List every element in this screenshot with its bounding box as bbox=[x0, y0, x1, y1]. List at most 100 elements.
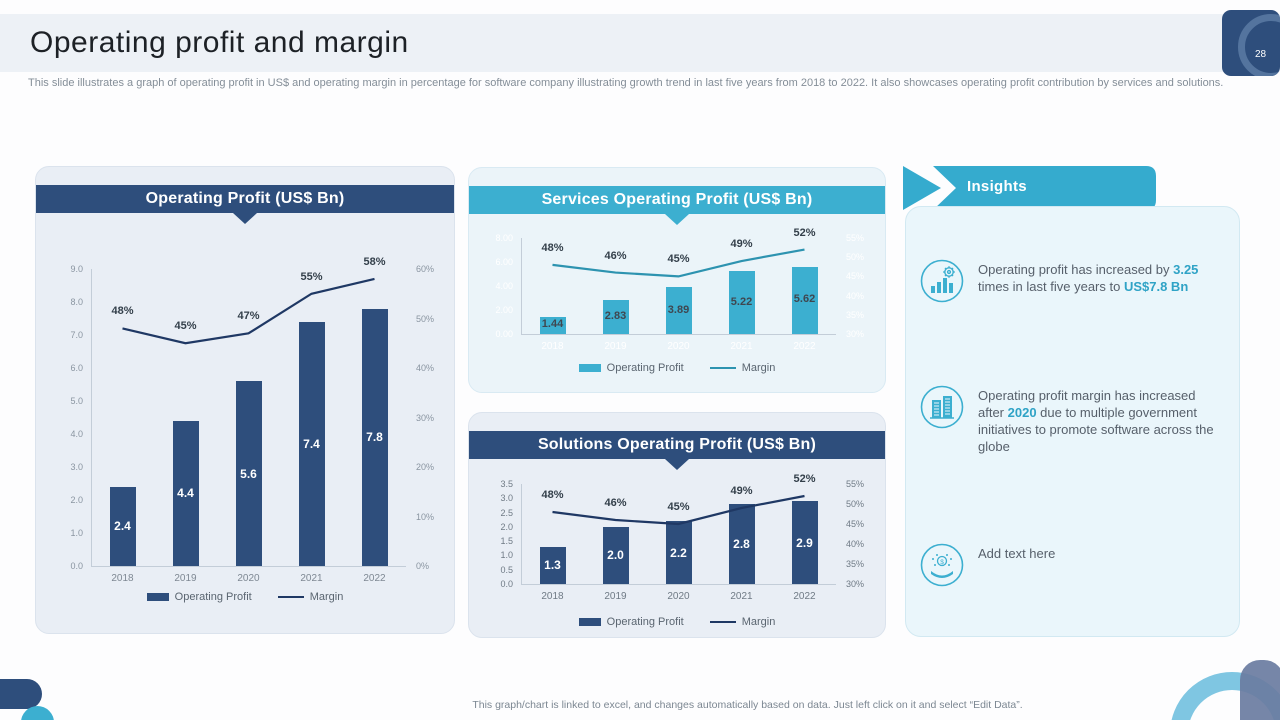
x-axis-label: 2020 bbox=[237, 573, 260, 584]
legend-bar-swatch bbox=[578, 618, 601, 626]
bar-2021[interactable] bbox=[298, 321, 325, 566]
slide-subtitle: This slide illustrates a graph of operat… bbox=[28, 77, 1224, 89]
bar-value-label: 2.2 bbox=[670, 545, 687, 560]
bar-2021[interactable] bbox=[728, 271, 755, 334]
page-number-ring-decoration bbox=[1238, 14, 1280, 76]
banner-pointer-triangle bbox=[665, 459, 689, 470]
insight-item-add-text[interactable]: $ Add text here bbox=[920, 543, 1220, 587]
operating-profit-chart[interactable]: 9.0 8.0 7.0 6.0 5.0 4.0 3.0 2.0 1.0 0.0 60% 50% 40% 3… bbox=[36, 167, 454, 633]
left-axis-tick: 3.0 bbox=[500, 493, 513, 504]
left-axis-tick: 4.0 bbox=[70, 429, 83, 439]
decorative-capsule-bottom-right bbox=[1240, 660, 1280, 720]
bar-2019[interactable] bbox=[172, 420, 199, 566]
bar-value-label: 2.9 bbox=[796, 535, 813, 550]
margin-line[interactable] bbox=[469, 413, 876, 588]
left-axis-tick: 8.0 bbox=[70, 297, 83, 307]
chart-legend: Operating Profit Margin bbox=[469, 362, 885, 374]
bar-2022[interactable] bbox=[361, 308, 388, 566]
solutions-operating-profit-chart[interactable]: 3.5 3.0 2.5 2.0 1.5 1.0 0.5 0.0 55% 50% 45% 40% 35% 3… bbox=[469, 413, 885, 637]
margin-percent-label: 58% bbox=[363, 255, 386, 268]
insights-title: Insights bbox=[967, 178, 1027, 195]
services-operating-profit-chart[interactable]: 8.00 6.00 4.00 2.00 0.00 55% 50% 45% 40% 35% 30% 1.… bbox=[469, 168, 885, 392]
x-axis-label: 2018 bbox=[111, 573, 134, 584]
insights-banner-shape bbox=[903, 166, 1156, 210]
left-axis-tick: 9.0 bbox=[70, 264, 83, 274]
x-axis-label: 2019 bbox=[604, 341, 627, 352]
x-axis-label: 2022 bbox=[363, 573, 386, 584]
legend-bar-swatch bbox=[578, 364, 601, 372]
legend-margin: Margin bbox=[709, 616, 775, 628]
bar-value-label: 1.3 bbox=[544, 558, 561, 573]
margin-line[interactable] bbox=[36, 167, 446, 570]
operating-profit-chart-title-banner: Operating Profit (US$ Bn) bbox=[36, 185, 454, 213]
margin-percent-label: 52% bbox=[793, 473, 816, 485]
banner-pointer-triangle bbox=[233, 213, 257, 224]
left-axis-tick: 3.5 bbox=[500, 479, 513, 489]
bar-value-label: 2.83 bbox=[604, 310, 627, 323]
bar-2022[interactable] bbox=[791, 266, 818, 334]
margin-percent-label: 46% bbox=[604, 249, 627, 262]
legend-margin: Margin bbox=[277, 591, 343, 603]
margin-percent-label: 45% bbox=[667, 253, 690, 266]
chart-title: Services Operating Profit (US$ Bn) bbox=[541, 191, 813, 208]
right-axis-tick: 40% bbox=[416, 363, 435, 373]
right-axis-tick: 50% bbox=[846, 252, 865, 263]
right-axis-tick: 30% bbox=[416, 412, 435, 423]
right-axis-tick: 30% bbox=[846, 579, 865, 589]
left-axis-tick: 0.5 bbox=[500, 564, 513, 575]
right-axis-tick: 20% bbox=[416, 462, 435, 472]
bar-2020[interactable] bbox=[235, 381, 262, 566]
left-axis-tick: 2.0 bbox=[70, 495, 83, 505]
left-axis-tick: 1.5 bbox=[500, 536, 513, 547]
legend-operating-profit: Operating Profit bbox=[578, 616, 684, 628]
left-axis-tick: 2.00 bbox=[495, 305, 513, 315]
chart-legend: Operating Profit Margin bbox=[469, 616, 885, 628]
left-axis-tick: 6.0 bbox=[70, 363, 83, 373]
bar-value-label: 5.6 bbox=[240, 466, 257, 481]
bar-2020[interactable] bbox=[665, 521, 692, 584]
bar-2019[interactable] bbox=[602, 526, 629, 584]
right-axis-tick: 40% bbox=[846, 539, 865, 549]
buildings-icon bbox=[920, 385, 964, 429]
right-axis-tick: 10% bbox=[416, 511, 435, 522]
bar-2018[interactable] bbox=[539, 546, 566, 584]
margin-line[interactable] bbox=[469, 168, 876, 338]
right-axis-tick: 50% bbox=[416, 313, 435, 324]
y-axis-line bbox=[521, 484, 522, 584]
legend-margin: Margin bbox=[709, 362, 775, 374]
right-axis-tick: 55% bbox=[846, 479, 865, 489]
x-axis-label: 2022 bbox=[793, 591, 816, 602]
left-axis-tick: 6.00 bbox=[495, 257, 513, 267]
bar-2022[interactable] bbox=[791, 501, 818, 584]
bar-value-label: 7.4 bbox=[303, 436, 320, 451]
margin-percent-label: 49% bbox=[730, 485, 753, 497]
left-axis-tick: 4.00 bbox=[495, 281, 513, 291]
bar-value-label: 7.8 bbox=[366, 430, 383, 445]
bar-2021[interactable] bbox=[728, 504, 755, 584]
bar-2019[interactable] bbox=[602, 300, 629, 334]
left-axis-tick: 1.0 bbox=[70, 528, 83, 538]
insight-text: Operating profit margin has increased af… bbox=[978, 388, 1214, 454]
left-axis-tick: 0.00 bbox=[495, 329, 513, 339]
bar-2020[interactable] bbox=[665, 287, 692, 334]
left-axis-tick: 3.0 bbox=[70, 462, 83, 472]
right-axis-tick: 45% bbox=[846, 271, 865, 282]
margin-percent-label: 47% bbox=[237, 310, 260, 323]
x-axis-label: 2020 bbox=[667, 591, 690, 602]
x-axis-label: 2020 bbox=[667, 341, 690, 352]
page-title: Operating profit and margin bbox=[30, 26, 409, 59]
y-axis-line bbox=[91, 269, 92, 566]
margin-percent-label: 45% bbox=[667, 501, 690, 513]
x-axis-label: 2018 bbox=[541, 591, 564, 602]
bar-2018[interactable] bbox=[109, 486, 136, 566]
footer-note: This graph/chart is linked to excel, and… bbox=[472, 699, 1023, 711]
bar-2018[interactable] bbox=[539, 316, 566, 334]
decorative-pill-bottom-left bbox=[0, 679, 42, 709]
bar-value-label: 2.8 bbox=[733, 537, 750, 551]
insight-item-margin-growth: Operating profit margin has increased af… bbox=[920, 385, 1220, 455]
hand-coins-icon: $ bbox=[920, 543, 964, 587]
legend-line-swatch bbox=[709, 367, 736, 369]
margin-percent-label: 48% bbox=[541, 489, 564, 501]
decorative-circle-bottom-left bbox=[21, 706, 54, 720]
